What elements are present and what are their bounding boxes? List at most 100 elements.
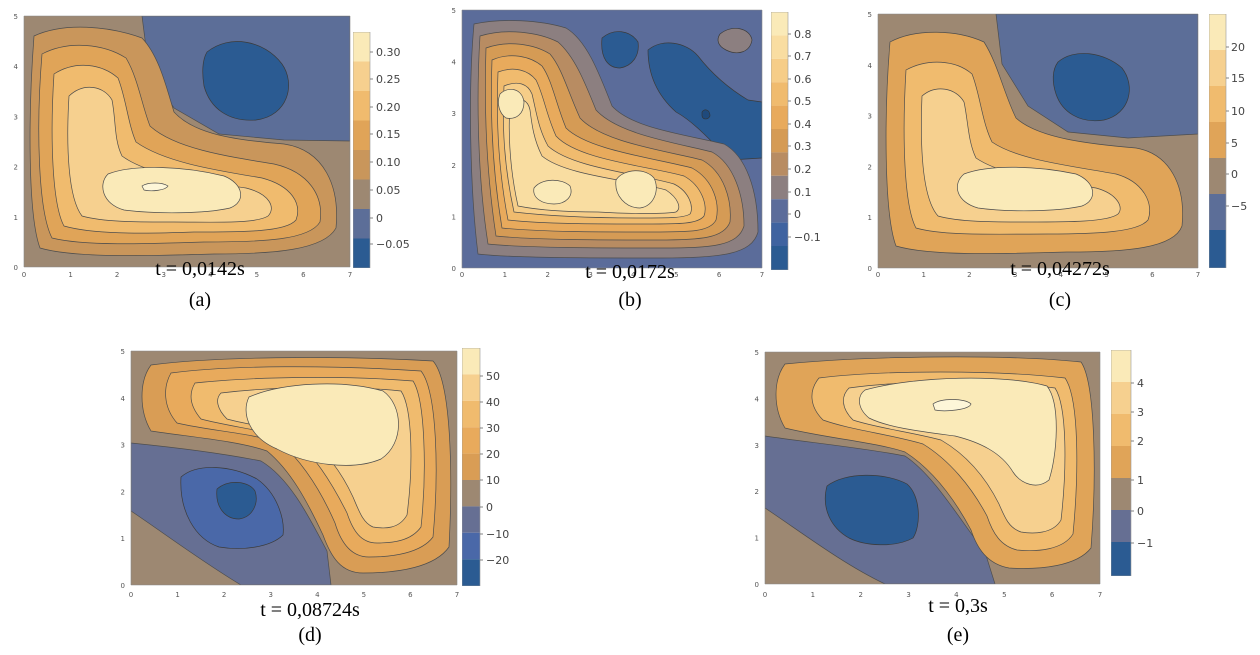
legend-tick: 0.20 <box>376 101 401 114</box>
legend-tick: 0 <box>1137 505 1144 518</box>
legend-tick: 10 <box>486 474 500 487</box>
x-tick: 2 <box>858 591 862 599</box>
legend-swatch <box>771 246 788 270</box>
y-tick: 1 <box>452 213 456 221</box>
legend-swatch <box>353 150 370 180</box>
y-tick: 5 <box>14 13 18 21</box>
time-label-b: t = 0,0172s <box>585 261 675 283</box>
legend-swatch <box>771 82 788 106</box>
legend-swatch <box>1209 194 1226 230</box>
legend-tick: 0.10 <box>376 156 401 169</box>
legend-swatch <box>1111 446 1131 478</box>
legend-swatch <box>353 32 370 62</box>
x-tick: 7 <box>455 591 459 599</box>
contour-region-positive <box>717 27 753 54</box>
y-tick: 5 <box>121 348 125 356</box>
contour-region-min <box>647 42 762 161</box>
axes-c: 0 1 2 3 4 5 6 7 0 1 2 3 4 5 <box>868 11 1201 279</box>
contour-plot-a <box>24 16 350 267</box>
x-tick: 7 <box>1196 271 1200 279</box>
contour-region-min <box>202 41 289 121</box>
time-label-d: t = 0,08724s <box>260 599 360 621</box>
x-tick: 2 <box>115 271 119 279</box>
y-tick: 1 <box>868 214 872 222</box>
x-ticks-c: 0 1 2 3 4 5 6 7 <box>876 271 1200 279</box>
y-tick: 4 <box>452 59 457 67</box>
legend-swatch <box>771 35 788 59</box>
y-ticks-e: 0 1 2 3 4 5 <box>755 349 760 589</box>
legend-tick: 10 <box>1231 105 1245 118</box>
y-tick: 4 <box>755 395 760 403</box>
legend-tick: 0.4 <box>794 118 812 131</box>
legend-swatch <box>1111 382 1131 414</box>
contour-plot-b <box>462 10 762 268</box>
contour-region-min <box>216 482 257 520</box>
x-tick: 4 <box>1059 271 1064 279</box>
axes-b: 0 1 2 3 4 5 6 7 0 1 2 3 4 5 <box>452 7 765 279</box>
legend-swatch <box>1209 158 1226 194</box>
legend-swatch <box>462 559 480 586</box>
legend-swatch <box>462 480 480 507</box>
y-tick: 5 <box>868 11 872 19</box>
contour-plot-e <box>765 352 1100 584</box>
x-tick: 1 <box>175 591 179 599</box>
x-tick: 3 <box>268 591 272 599</box>
legend-tick: −10 <box>486 528 509 541</box>
legend-tick: 0.25 <box>376 73 401 86</box>
legend-swatch <box>353 61 370 91</box>
legend-tick: 0 <box>794 208 801 221</box>
legend-swatch <box>353 179 370 209</box>
y-tick: 0 <box>755 581 759 589</box>
legend-tick: 0.8 <box>794 28 812 41</box>
contour-level-5 <box>245 383 399 466</box>
contour-level-4 <box>859 377 1057 486</box>
legend-swatch <box>462 453 480 480</box>
x-tick: 6 <box>1150 271 1155 279</box>
y-ticks-b: 0 1 2 3 4 5 <box>452 7 457 273</box>
legend-tick: 4 <box>1137 377 1144 390</box>
x-tick: 2 <box>222 591 226 599</box>
x-tick: 0 <box>129 591 133 599</box>
x-tick: 0 <box>460 271 464 279</box>
time-label-e: t = 0,3s <box>928 595 988 617</box>
legend-swatch <box>771 12 788 36</box>
x-tick: 0 <box>22 271 26 279</box>
legend-tick: 0.2 <box>794 163 812 176</box>
x-tick: 3 <box>906 591 910 599</box>
legend-swatch <box>771 175 788 200</box>
legend-tick: 0.1 <box>794 186 812 199</box>
legend-tick: 0.6 <box>794 73 812 86</box>
legend-tick: 1 <box>1137 474 1144 487</box>
x-tick: 1 <box>921 271 925 279</box>
legend-tick: 30 <box>486 422 500 435</box>
x-tick: 4 <box>631 271 636 279</box>
legend-swatch <box>771 58 788 83</box>
x-tick: 5 <box>255 271 259 279</box>
legend-swatch <box>353 91 370 121</box>
legend-tick: −0.05 <box>376 238 410 251</box>
y-tick: 1 <box>755 535 759 543</box>
legend-swatch <box>771 105 788 129</box>
legend-swatch <box>771 152 788 176</box>
legend-tick: 20 <box>486 448 500 461</box>
x-tick: 5 <box>1002 591 1006 599</box>
y-ticks-d: 0 1 2 3 4 5 <box>121 348 126 590</box>
legend-swatch <box>771 222 788 246</box>
legend-swatch <box>1209 230 1226 268</box>
y-tick: 0 <box>14 264 18 272</box>
panel-label-b: (b) <box>618 289 642 311</box>
y-tick: 2 <box>452 162 456 170</box>
x-tick: 1 <box>503 271 507 279</box>
y-tick: 1 <box>14 214 18 222</box>
x-tick: 2 <box>545 271 549 279</box>
contour-peak <box>498 88 525 119</box>
axes-a: 0 1 2 3 4 5 6 7 0 1 2 3 4 5 <box>14 13 353 279</box>
legend-tick: −5 <box>1231 200 1247 213</box>
contour-peak <box>932 399 972 412</box>
y-tick: 2 <box>868 163 872 171</box>
legend-tick: 0.5 <box>794 95 812 108</box>
time-label-c: t = 0,04272s <box>1010 258 1110 280</box>
y-tick: 5 <box>452 7 456 15</box>
legend-swatch <box>1111 414 1131 446</box>
x-tick: 3 <box>588 271 592 279</box>
